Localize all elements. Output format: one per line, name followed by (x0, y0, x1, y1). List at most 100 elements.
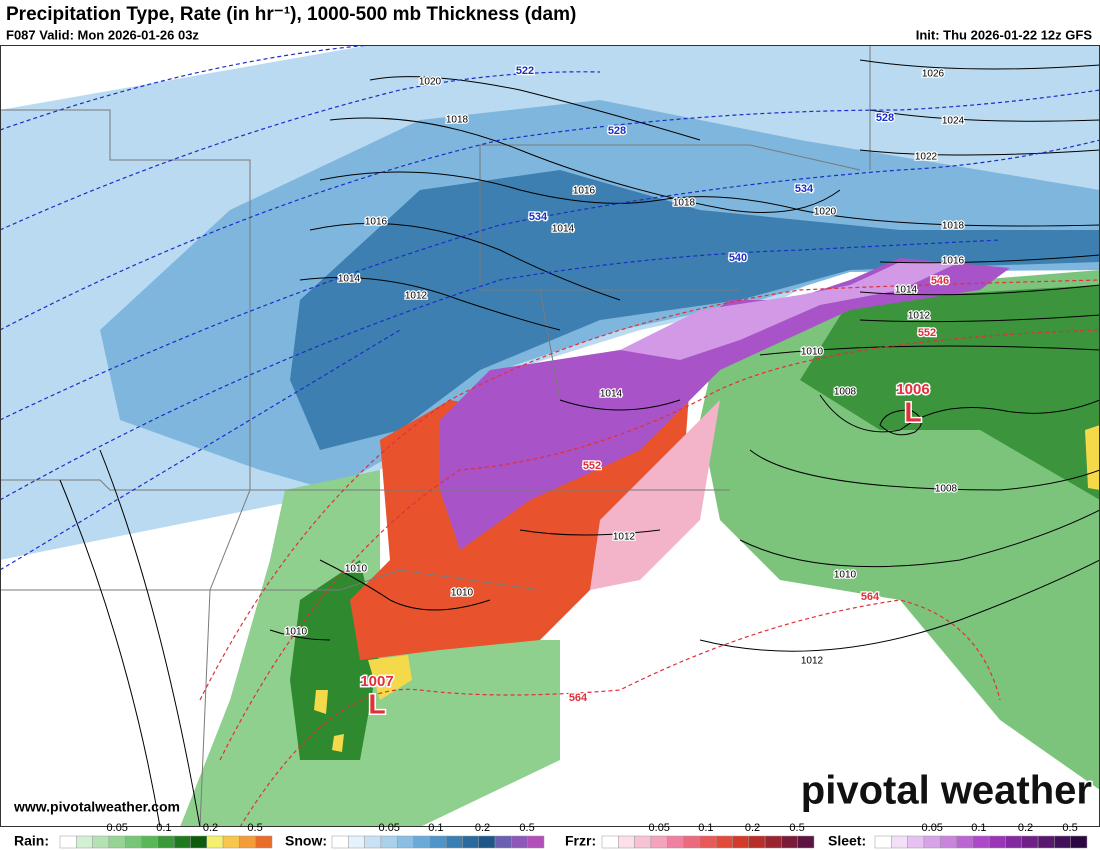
legend-swatch (618, 835, 635, 849)
isobar-label: 1020 (419, 77, 442, 88)
thickness-label: 552 (583, 460, 601, 472)
legend-label: Rain: (14, 833, 49, 849)
low-symbol: L (904, 396, 921, 427)
legend-swatch (939, 835, 957, 849)
watermark-brand: pivotal weather (801, 769, 1092, 813)
legend-swatch (748, 835, 766, 849)
legend-tick: 0.2 (745, 822, 760, 834)
title: Precipitation Type, Rate (in hr⁻¹), 1000… (6, 4, 576, 25)
freezing-rain-light (590, 400, 720, 590)
thickness-label: 546 (931, 275, 949, 287)
legend-swatch (108, 835, 126, 849)
isobar-label: 1018 (942, 221, 965, 232)
legend-swatch (891, 835, 908, 849)
isobar-label: 1010 (345, 564, 368, 575)
legend-swatch (511, 835, 528, 849)
low-symbol: L (368, 688, 385, 719)
snow-heavy (290, 170, 1100, 450)
isobar-label: 1008 (935, 484, 958, 495)
legend-swatch (1054, 835, 1071, 849)
map: 1020 1018 1016 1016 1014 1014 1012 1018 1020 1022… (0, 45, 1100, 827)
legend-tick: 0.05 (922, 822, 943, 834)
legend-swatch (76, 835, 93, 849)
isobar-label: 1010 (451, 588, 474, 599)
rain-east-heavy (800, 285, 1100, 500)
legend-swatch (494, 835, 512, 849)
legend-swatch (413, 835, 431, 849)
legend-swatch (255, 835, 273, 849)
legend-tick: 0.05 (379, 822, 400, 834)
legend-swatch (331, 835, 349, 849)
legend-tick: 0.5 (519, 822, 534, 834)
isobar-label: 1012 (405, 291, 428, 302)
thickness-label: 534 (529, 211, 548, 223)
thickness-label: 528 (876, 112, 894, 124)
legend-swatch (380, 835, 398, 849)
legend-swatch (222, 835, 240, 849)
legend-label: Snow: (285, 833, 327, 849)
isobar-label: 1014 (895, 285, 918, 296)
legend-tick: 0.1 (698, 822, 713, 834)
legend-swatch (396, 835, 414, 849)
isobar-label: 1010 (285, 627, 308, 638)
legend-swatch (764, 835, 782, 849)
isobar-label: 1012 (801, 656, 824, 667)
isobar-label: 1010 (801, 347, 824, 358)
legend-swatch (527, 835, 545, 849)
init-time: Init: Thu 2026-01-22 12z GFS (916, 27, 1093, 42)
thickness-label: 540 (729, 252, 747, 264)
isobar-label: 1018 (446, 115, 469, 126)
legend-swatch (956, 835, 974, 849)
legend-swatch (429, 835, 447, 849)
legend-swatch (907, 835, 925, 849)
legend-label: Frzr: (565, 833, 596, 849)
isobar-label: 1016 (942, 256, 965, 267)
low-pressure: 1006 (896, 381, 929, 398)
isobar-label: 1026 (922, 69, 945, 80)
legend-swatch (683, 835, 701, 849)
legend-swatch (1037, 835, 1055, 849)
legend-swatch (348, 835, 365, 849)
legend-swatch (699, 835, 717, 849)
legend-swatch (239, 835, 256, 849)
thickness-label: 522 (516, 65, 534, 77)
legend-swatch (666, 835, 684, 849)
legend-swatch (874, 835, 892, 849)
legend-swatch (715, 835, 733, 849)
legend-tick: 0.1 (428, 822, 443, 834)
legend-swatch (634, 835, 652, 849)
legend-swatch (92, 835, 110, 849)
legend-tick: 0.05 (649, 822, 670, 834)
legend-label: Sleet: (828, 833, 866, 849)
legend-tick: 0.2 (475, 822, 490, 834)
thickness-label: 564 (569, 692, 588, 704)
legend-tick: 0.5 (789, 822, 804, 834)
legend-swatch (1021, 835, 1039, 849)
legend-swatch (650, 835, 668, 849)
legend-swatch (972, 835, 990, 849)
isobar-label: 1016 (573, 186, 596, 197)
legend-swatch (173, 835, 191, 849)
legend-swatch (445, 835, 463, 849)
legend-swatch (364, 835, 382, 849)
legend-tick: 0.2 (1018, 822, 1033, 834)
isobar-label: 1008 (834, 387, 857, 398)
watermark-url: www.pivotalweather.com (13, 799, 180, 815)
legend-tick: 0.2 (203, 822, 218, 834)
isobar-label: 1012 (613, 532, 636, 543)
low-pressure: 1007 (360, 673, 393, 690)
legend-tick: 0.1 (156, 822, 171, 834)
legend-swatch (1070, 835, 1088, 849)
isobar-label: 1016 (365, 217, 388, 228)
isobar-label: 1012 (908, 311, 931, 322)
legend-swatch (797, 835, 815, 849)
legend-tick: 0.5 (247, 822, 262, 834)
legend-swatch (1005, 835, 1023, 849)
legend-swatch (190, 835, 208, 849)
sleet-light (620, 262, 960, 360)
isobar-label: 1014 (552, 224, 575, 235)
legend-swatch (206, 835, 224, 849)
legend-tick: 0.05 (107, 822, 128, 834)
isobar-label: 1010 (834, 570, 857, 581)
